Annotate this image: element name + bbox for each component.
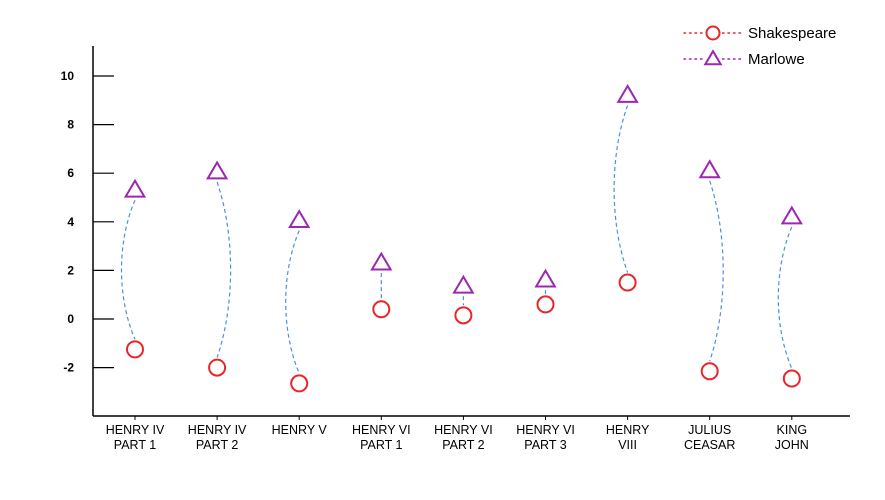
category-label-line: HENRY <box>606 423 650 437</box>
legend: Shakespeare Marlowe <box>683 25 836 68</box>
marlowe-point <box>370 251 393 271</box>
category-label-line: HENRY V <box>272 423 328 437</box>
category-label-line: PART 2 <box>442 438 484 452</box>
legend-circle-marker <box>705 25 721 41</box>
connector-line <box>709 180 724 362</box>
category-label-line: PART 2 <box>196 438 238 452</box>
category-label-line: PART 3 <box>524 438 566 452</box>
category-label: JULIUS CEASAR <box>684 423 735 452</box>
category-label-line: KING <box>777 423 808 437</box>
connectors <box>120 105 793 374</box>
category-label: HENRY VI PART 3 <box>516 423 575 452</box>
legend-label: Marlowe <box>748 51 805 68</box>
connector-line <box>216 181 232 358</box>
category-label: HENRY VI PART 1 <box>352 423 411 452</box>
shakespeare-point <box>290 374 309 393</box>
marlowe-point <box>452 274 475 294</box>
shakespeare-point <box>536 295 555 314</box>
legend-shakespeare: Shakespeare <box>683 25 836 42</box>
category-label-line: HENRY IV <box>188 423 247 437</box>
category-label-line: HENRY VI <box>434 423 493 437</box>
y-tick-label: 8 <box>67 118 74 132</box>
y-tick-label: -2 <box>63 361 74 375</box>
marlowe-point <box>534 268 557 288</box>
markers <box>123 83 803 393</box>
category-label: HENRY V <box>272 423 328 437</box>
shakespeare-point <box>126 340 144 359</box>
marlowe-point <box>123 178 147 198</box>
shakespeare-point <box>208 358 227 377</box>
y-tick-label: 10 <box>61 69 75 83</box>
shakespeare-point <box>618 273 637 292</box>
legend-triangle-marker <box>703 49 723 66</box>
connector-line <box>777 226 793 369</box>
axes <box>92 46 850 420</box>
category-label-line: HENRY VI <box>516 423 575 437</box>
marlowe-point <box>698 159 721 179</box>
y-tick-label: 6 <box>67 166 74 180</box>
category-label-line: CEASAR <box>684 438 735 452</box>
marlowe-point <box>206 160 229 180</box>
category-label-line: HENRY VI <box>352 423 411 437</box>
y-tick-label: 4 <box>67 215 74 229</box>
category-label: KING JOHN <box>775 423 809 452</box>
shakespeare-point <box>700 362 719 381</box>
shakespeare-point <box>372 300 391 319</box>
marlowe-point <box>780 205 803 225</box>
shakespeare-point <box>782 369 801 388</box>
legend-marlowe: Marlowe <box>683 49 805 68</box>
shakespeare-point <box>454 306 473 325</box>
connector-line <box>285 230 300 374</box>
category-label-line: PART 1 <box>360 438 402 452</box>
category-label-line: PART 1 <box>114 438 156 452</box>
category-label-line: JOHN <box>775 438 809 452</box>
category-label: HENRY VIII <box>606 423 650 452</box>
connector-line <box>613 105 629 273</box>
category-label-line: JULIUS <box>688 423 731 437</box>
connector-line <box>120 199 136 340</box>
legend-label: Shakespeare <box>748 25 836 42</box>
marlowe-point <box>288 209 311 229</box>
y-tick-label: 2 <box>67 263 74 277</box>
marlowe-point <box>616 83 639 103</box>
category-label-line: VIII <box>618 438 637 452</box>
category-label: HENRY IV PART 1 <box>106 423 165 452</box>
category-label: HENRY VI PART 2 <box>434 423 493 452</box>
y-tick-label: 0 <box>67 312 74 326</box>
category-label-line: HENRY IV <box>106 423 165 437</box>
category-label: HENRY IV PART 2 <box>188 423 247 452</box>
